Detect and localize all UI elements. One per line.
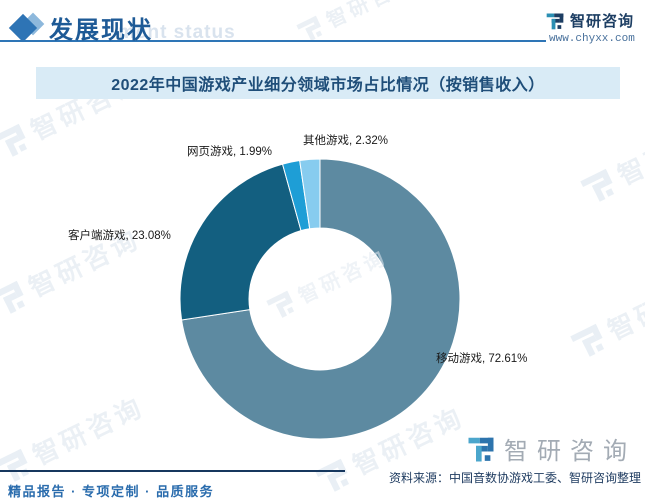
brand-logo-top: 智研咨询	[545, 10, 634, 31]
donut-slice-4	[299, 158, 321, 230]
chart-title: 2022年中国游戏产业细分领域市场占比情况（按销售收入）	[111, 77, 545, 94]
slice-label-1: 移动游戏, 72.61%	[436, 353, 528, 365]
page-title: 发展现状	[49, 17, 153, 44]
diamond-icon	[8, 12, 46, 43]
header-divider	[0, 40, 546, 42]
brand-logo-icon	[468, 437, 494, 461]
brand-logo-bottom: 智研咨询	[466, 431, 636, 466]
brand-logo-icon	[546, 13, 564, 29]
brand-name: 智研咨询	[504, 438, 636, 465]
brand-watermark: 智研咨询	[565, 262, 645, 365]
page-header: ment status 发展现状 智研咨询 www.chyxx.com	[0, 0, 645, 52]
brand-watermark: 智研咨询	[0, 387, 150, 490]
brand-website-link[interactable]: www.chyxx.com	[549, 33, 635, 45]
slice-label-3: 网页游戏, 1.99%	[187, 146, 272, 158]
donut-chart	[179, 158, 461, 440]
brand-name: 智研咨询	[570, 13, 635, 30]
donut-slice-2	[179, 163, 302, 321]
chart-title-bar: 2022年中国游戏产业细分领域市场占比情况（按销售收入）	[36, 67, 620, 99]
brand-watermark: 智研咨询	[575, 107, 645, 210]
header-english-watermark: ment status	[118, 22, 236, 43]
slice-label-2: 客户端游戏, 23.08%	[68, 230, 171, 242]
footer-divider	[0, 470, 345, 472]
donut-slice-1	[181, 158, 461, 440]
footer-slogan: 精品报告 · 专项定制 · 品质服务	[8, 484, 215, 499]
data-source: 资料来源：中国音数协游戏工委、智研咨询整理	[388, 471, 641, 485]
slice-label-4: 其他游戏, 2.32%	[303, 135, 388, 147]
